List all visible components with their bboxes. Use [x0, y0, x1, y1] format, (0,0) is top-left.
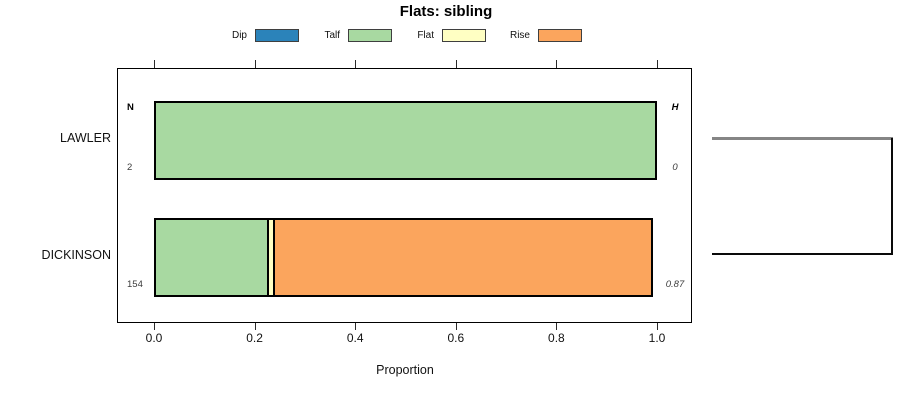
- bar-segment-talf: [154, 101, 657, 180]
- n-value-dickinson: 154: [127, 279, 143, 290]
- bar-row-lawler: [154, 101, 657, 180]
- bar-segment-talf: [154, 218, 270, 297]
- x-axis-tick-label: 0.6: [447, 331, 465, 345]
- x-axis-tick-top: [455, 60, 457, 68]
- x-axis-tick: [657, 323, 658, 330]
- x-axis-tick-top: [154, 60, 155, 68]
- x-axis-tick: [455, 323, 457, 330]
- x-axis-tick-label: 1.0: [648, 331, 666, 345]
- x-axis-tick: [355, 323, 357, 330]
- legend-swatch-rise-icon: [538, 29, 582, 42]
- legend-swatch-flat-icon: [442, 29, 486, 42]
- dendrogram-branch-bottom: [712, 253, 893, 255]
- n-value-lawler: 2: [127, 162, 133, 173]
- legend-label-flat: Flat: [417, 30, 434, 41]
- x-axis-title: Proportion: [376, 363, 434, 377]
- x-axis-tick-label: 0.0: [145, 331, 163, 345]
- x-axis-tick-top: [355, 60, 357, 68]
- legend-swatch-talf-icon: [348, 29, 392, 42]
- legend-label-rise: Rise: [509, 30, 530, 41]
- bar-row-dickinson: [154, 218, 657, 297]
- chart-title: Flats: sibling: [399, 3, 493, 20]
- bar-segment-rise: [273, 218, 653, 297]
- x-axis-tick-top: [657, 60, 658, 68]
- row-label-dickinson: DICKINSON: [41, 248, 111, 262]
- h-value-lawler: 0: [672, 162, 678, 173]
- row-label-lawler: LAWLER: [60, 131, 111, 145]
- dendrogram-branch-top: [712, 137, 893, 140]
- legend: Dip Talf Flat Rise: [0, 0, 900, 50]
- x-axis-tick-top: [254, 60, 256, 68]
- x-axis-tick: [154, 323, 155, 330]
- legend-swatch-dip-icon: [255, 29, 299, 42]
- h-value-dickinson: 0.87: [665, 279, 685, 290]
- column-header-n: N: [127, 102, 134, 113]
- x-axis-tick-label: 0.4: [346, 331, 364, 345]
- legend-label-dip: Dip: [231, 30, 247, 41]
- column-header-h: H: [671, 102, 679, 113]
- legend-label-talf: Talf: [324, 30, 340, 41]
- plot-area: N H 0.0 0.2 0.4 0.6 0.8 1.0 Proportion 2 0 154 0.8…: [117, 60, 692, 377]
- x-axis-tick-label: 0.8: [548, 331, 565, 345]
- x-axis-tick: [254, 323, 256, 330]
- x-axis-tick-top: [556, 60, 558, 68]
- x-axis-tick-label: 0.2: [246, 331, 263, 345]
- dendrogram-join: [891, 138, 893, 255]
- x-axis-tick: [556, 323, 558, 330]
